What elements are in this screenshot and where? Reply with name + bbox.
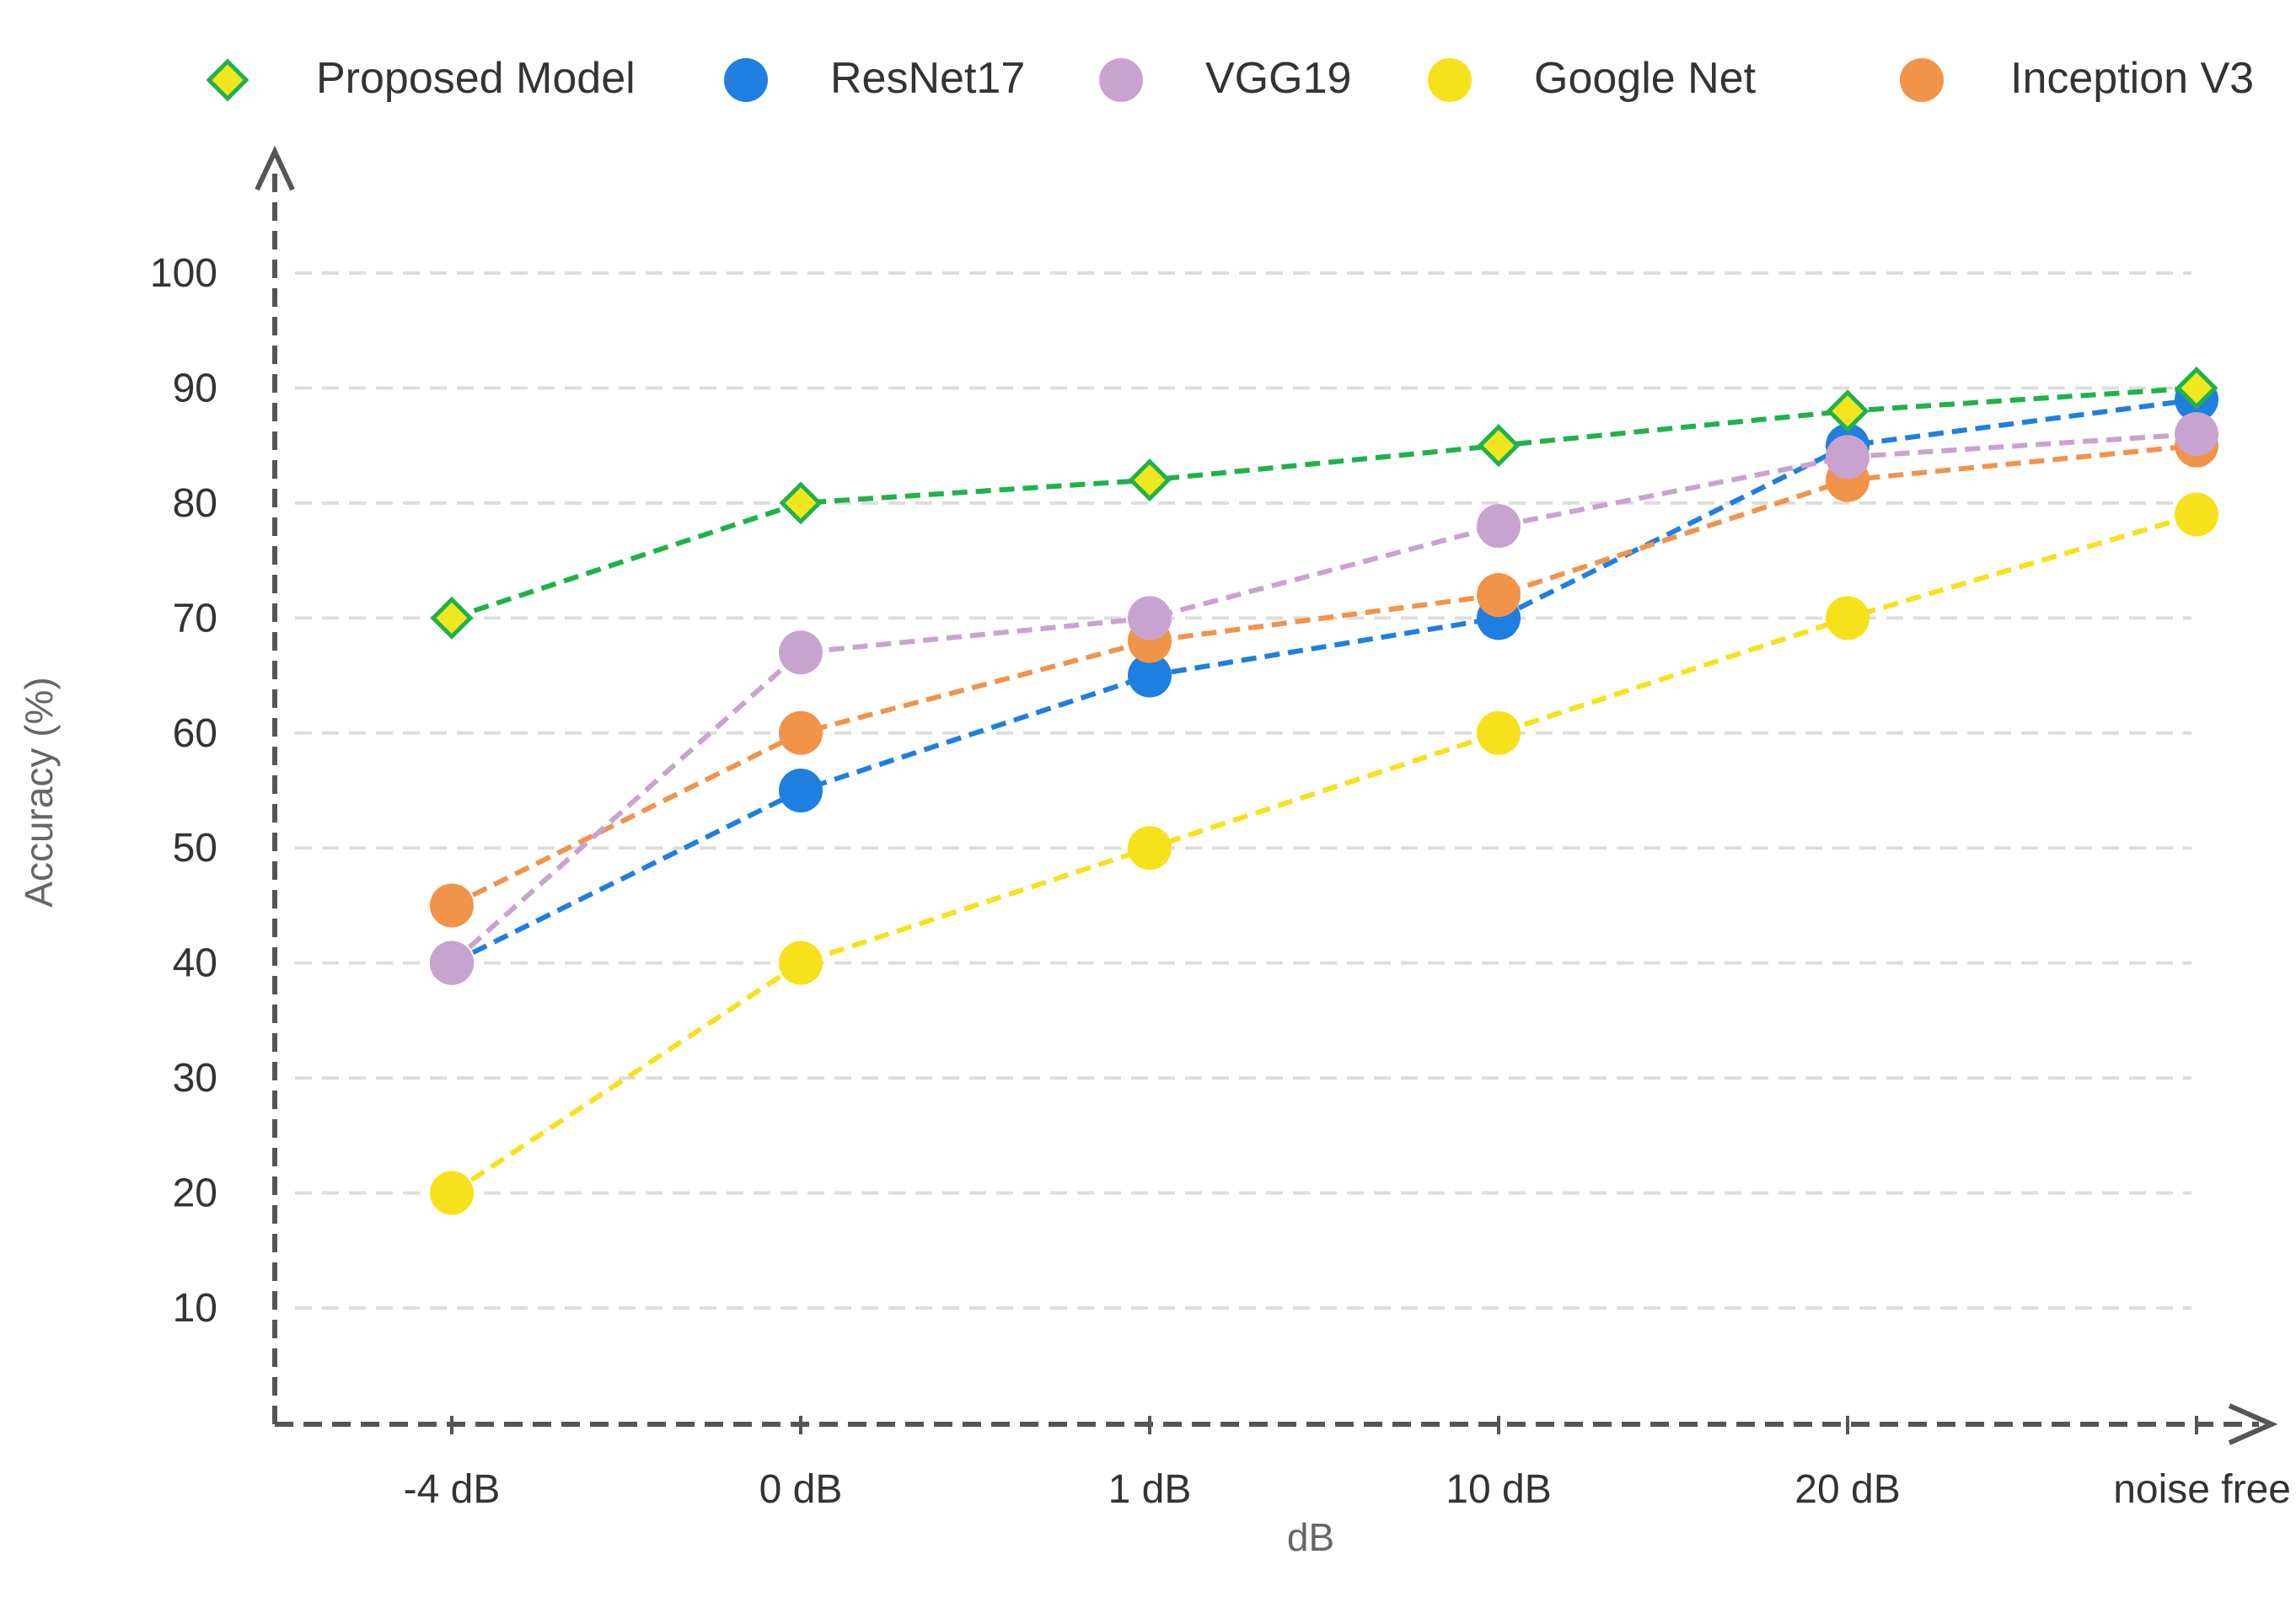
data-point xyxy=(1826,389,1870,433)
data-point xyxy=(1128,826,1172,871)
data-point xyxy=(779,941,823,985)
y-tick-label: 10 xyxy=(173,1286,217,1331)
legend: Proposed Model ResNet17 VGG19 Google Net Inc… xyxy=(206,54,2254,103)
data-point xyxy=(1477,710,1521,755)
x-tick-label: 20 dB xyxy=(1794,1467,1900,1512)
x-tick-label: 1 dB xyxy=(1108,1467,1192,1512)
data-point xyxy=(1128,596,1172,640)
legend-label: ResNet17 xyxy=(830,54,1025,103)
data-point xyxy=(1128,458,1172,502)
y-tick-label: 100 xyxy=(150,251,217,296)
series-line xyxy=(450,442,2197,908)
series-google-net xyxy=(430,492,2218,1215)
data-point xyxy=(1826,596,1870,640)
data-point xyxy=(779,630,823,675)
legend-item: Inception V3 xyxy=(1900,54,2254,103)
series-proposed-model xyxy=(430,366,2218,640)
x-axis-arrow xyxy=(2228,1403,2278,1445)
legend-marker xyxy=(206,58,249,102)
y-tick-label: 40 xyxy=(173,941,217,986)
legend-marker xyxy=(1428,58,1472,102)
y-axis-label: Accuracy (%) xyxy=(17,677,61,907)
legend-label: Google Net xyxy=(1534,54,1757,103)
x-tick-label: noise free xyxy=(2113,1467,2291,1512)
legend-item: VGG19 xyxy=(1099,54,1351,103)
data-point xyxy=(2175,492,2218,537)
y-tick-label: 70 xyxy=(173,596,217,640)
data-point xyxy=(779,769,823,812)
data-point xyxy=(1477,573,1521,618)
data-point xyxy=(430,1171,474,1215)
data-point xyxy=(430,883,474,928)
series-line xyxy=(450,512,2197,1196)
y-tick-labels: 10 20 30 40 50 60 70 80 90 100 xyxy=(150,251,217,1331)
y-tick-label: 50 xyxy=(173,826,217,871)
series-line xyxy=(450,397,2197,966)
data-point xyxy=(1477,424,1521,468)
x-tick-label: -4 dB xyxy=(404,1467,501,1512)
data-point xyxy=(1826,435,1870,480)
gridlines xyxy=(295,271,2191,1310)
data-point xyxy=(430,596,474,640)
axes xyxy=(255,145,2278,1445)
series-line xyxy=(451,385,2197,621)
y-tick-label: 30 xyxy=(173,1056,217,1101)
legend-label: VGG19 xyxy=(1205,54,1351,103)
x-tick-labels: -4 dB 0 dB 1 dB 10 dB 20 dB noise free xyxy=(404,1416,2291,1512)
y-tick-label: 60 xyxy=(173,711,217,756)
y-axis-arrow xyxy=(255,145,295,191)
data-point xyxy=(1128,653,1172,698)
data-point xyxy=(430,941,474,985)
data-point xyxy=(779,710,823,755)
legend-item: ResNet17 xyxy=(724,54,1025,103)
data-point xyxy=(779,481,823,525)
data-point xyxy=(2175,366,2218,410)
data-point xyxy=(1477,504,1521,549)
series-line xyxy=(450,431,2197,965)
series-inception-v3 xyxy=(430,423,2218,928)
series-vgg19 xyxy=(430,412,2218,985)
data-point xyxy=(2175,412,2218,457)
x-axis-label: dB xyxy=(1287,1515,1334,1559)
x-tick-label: 10 dB xyxy=(1446,1467,1551,1512)
legend-item: Google Net xyxy=(1428,54,1757,103)
x-tick-label: 0 dB xyxy=(759,1467,843,1512)
legend-item: Proposed Model xyxy=(206,54,636,103)
y-tick-label: 90 xyxy=(173,366,217,410)
legend-label: Inception V3 xyxy=(2010,54,2254,103)
legend-marker xyxy=(1900,58,1944,102)
series-group xyxy=(430,366,2218,1215)
y-tick-label: 80 xyxy=(173,481,217,526)
y-tick-label: 20 xyxy=(173,1171,217,1216)
legend-marker xyxy=(724,58,768,102)
legend-label: Proposed Model xyxy=(316,54,636,103)
legend-marker xyxy=(1099,58,1143,102)
